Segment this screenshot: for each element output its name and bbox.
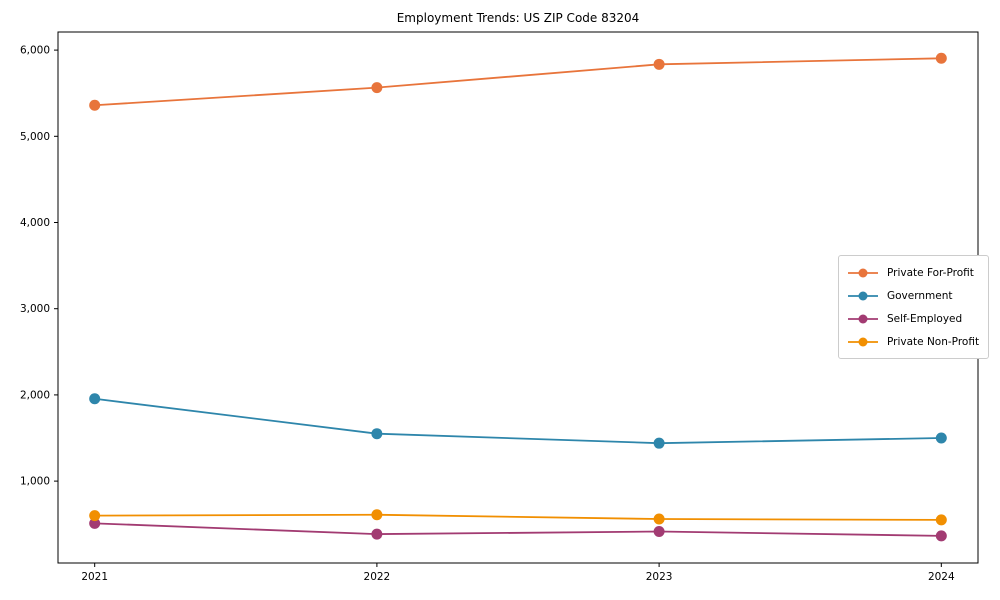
legend-marker-icon [848, 337, 878, 346]
series-marker-government [89, 393, 101, 405]
series-line-government [94, 397, 942, 445]
legend-marker-icon [848, 291, 878, 300]
legend-label: Private For-Profit [887, 266, 974, 279]
series-marker-private-non-profit [653, 513, 665, 525]
series-marker-self-employed [371, 528, 383, 540]
y-tick-label: 1,000 [20, 476, 50, 488]
series-marker-private-for-profit [653, 58, 665, 70]
series-line-self-employed [94, 522, 942, 537]
legend: Private For-Profit Government Self-Employe… [838, 255, 990, 359]
series-marker-self-employed [653, 526, 665, 538]
chart-title: Employment Trends: US ZIP Code 83204 [396, 11, 640, 25]
y-tick-label: 3,000 [20, 303, 50, 315]
series-marker-private-for-profit [371, 82, 383, 94]
legend-item: Private Non-Profit [846, 330, 979, 353]
series-marker-government [935, 432, 947, 444]
x-tick-label: 2024 [928, 571, 955, 583]
legend-label: Private Non-Profit [887, 335, 980, 348]
legend-label: Self-Employed [887, 312, 963, 325]
series-line-private-for-profit [94, 57, 942, 107]
series-marker-government [371, 428, 383, 440]
legend-item: Government [846, 284, 979, 307]
series-marker-private-for-profit [935, 52, 947, 64]
series-marker-self-employed [89, 517, 101, 529]
series-marker-government [653, 437, 665, 449]
y-tick-label: 6,000 [20, 45, 50, 57]
legend-marker-icon [848, 314, 878, 323]
legend-label: Government [887, 289, 953, 302]
x-tick-label: 2021 [81, 571, 108, 583]
legend-item: Self-Employed [846, 307, 979, 330]
series-marker-self-employed [935, 530, 947, 542]
series-marker-private-non-profit [371, 509, 383, 521]
x-tick-label: 2023 [646, 571, 673, 583]
y-tick-label: 5,000 [20, 131, 50, 143]
series-marker-private-for-profit [89, 99, 101, 111]
x-tick-label: 2022 [364, 571, 391, 583]
legend-item: Private For-Profit [846, 261, 979, 284]
series-marker-private-non-profit [89, 510, 101, 522]
legend-marker-icon [848, 268, 878, 277]
series-line-private-non-profit [94, 513, 942, 521]
series-marker-private-non-profit [935, 514, 947, 526]
y-tick-label: 4,000 [20, 217, 50, 229]
y-tick-label: 2,000 [20, 389, 50, 401]
